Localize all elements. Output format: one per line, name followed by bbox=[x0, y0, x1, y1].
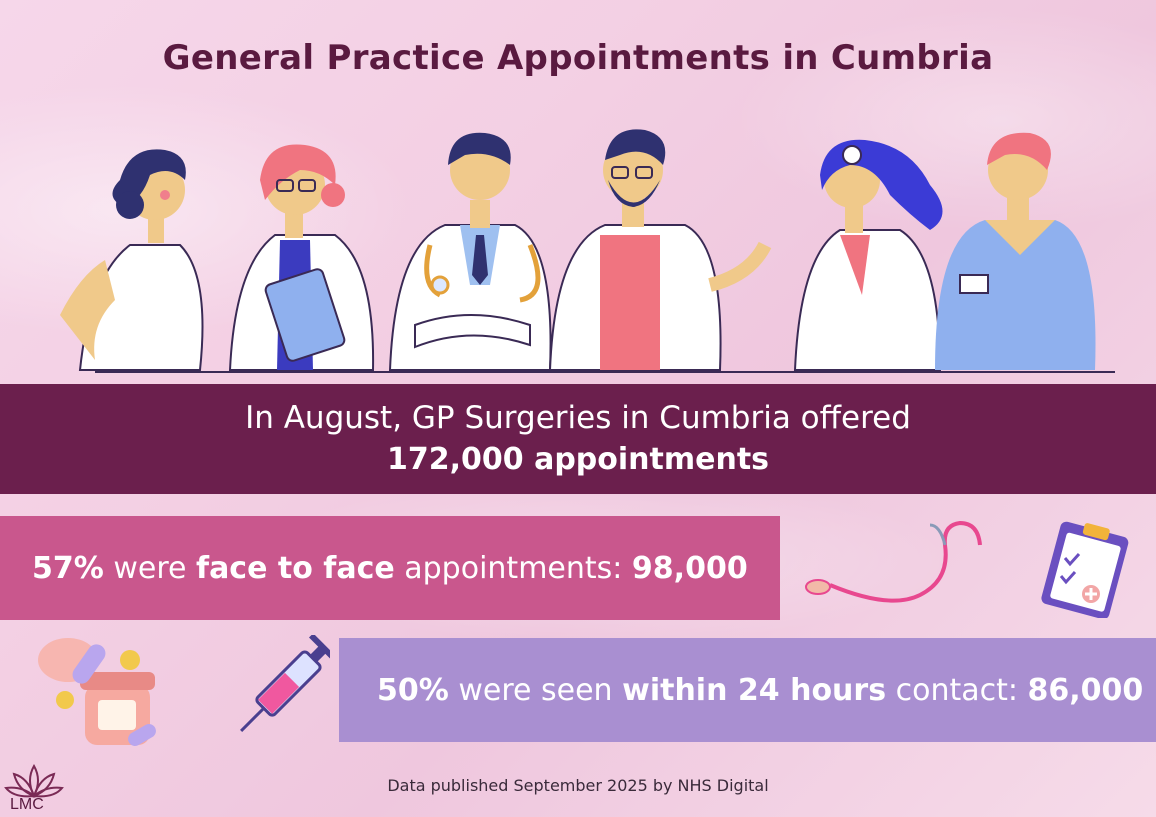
face-to-face-text: 57% were face to face appointments: 98,0… bbox=[32, 551, 748, 586]
clipboard-icon bbox=[1041, 521, 1129, 618]
face-to-face-highlight: face to face bbox=[196, 551, 395, 586]
data-source-footer: Data published September 2025 by NHS Dig… bbox=[387, 776, 769, 795]
face-to-face-were: were bbox=[103, 551, 197, 586]
total-appointments-banner: In August, GP Surgeries in Cumbria offer… bbox=[0, 384, 1156, 494]
lotus-logo-icon bbox=[4, 763, 64, 799]
illustration-floor-line bbox=[95, 371, 1115, 373]
within-24-hours-count: 86,000 bbox=[1027, 673, 1144, 708]
logo-text: LMC bbox=[10, 796, 44, 813]
within-24-hours-banner: 50% were seen within 24 hours contact: 8… bbox=[339, 638, 1156, 742]
total-appointments-intro: In August, GP Surgeries in Cumbria offer… bbox=[245, 400, 911, 436]
page-title: General Practice Appointments in Cumbria bbox=[162, 38, 994, 78]
within-24-hours-text: 50% were seen within 24 hours contact: 8… bbox=[377, 673, 1143, 708]
syringe-icon bbox=[240, 635, 330, 732]
pills-bottle-icon bbox=[38, 638, 156, 746]
face-to-face-count: 98,000 bbox=[631, 551, 748, 586]
within-24-hours-percent: 50% bbox=[377, 673, 449, 708]
stethoscope-icon bbox=[805, 520, 982, 603]
within-24-hours-highlight: within 24 hours bbox=[622, 673, 887, 708]
total-appointments-count: 172,000 appointments bbox=[386, 442, 770, 477]
face-to-face-banner: 57% were face to face appointments: 98,0… bbox=[0, 516, 780, 620]
within-24-hours-were: were seen bbox=[448, 673, 623, 708]
within-24-hours-rest: contact: bbox=[886, 673, 1028, 708]
face-to-face-rest: appointments: bbox=[394, 551, 632, 586]
doctors-illustration-icon bbox=[60, 129, 1096, 371]
face-to-face-percent: 57% bbox=[32, 551, 104, 586]
